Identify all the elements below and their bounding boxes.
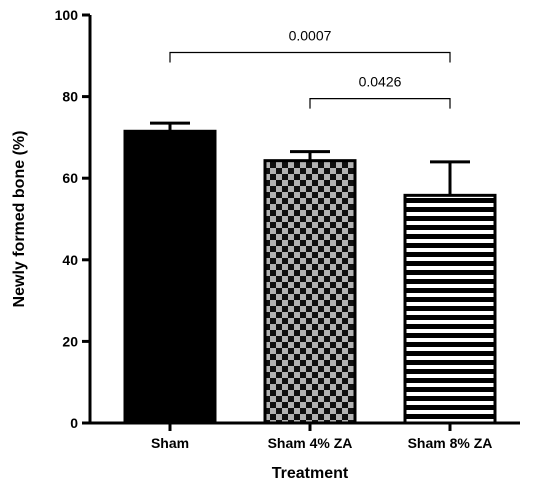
p-value-label: 0.0426	[359, 74, 402, 90]
x-tick-label: Sham 4% ZA	[268, 435, 353, 451]
bar-sham-8-za	[403, 193, 497, 425]
y-tick-label: 80	[62, 89, 78, 105]
p-value-label: 0.0007	[289, 28, 332, 44]
y-axis: 0 20 40 60 80 100	[55, 7, 92, 431]
error-bars-group	[150, 121, 470, 196]
bars-group	[123, 129, 497, 425]
y-tick-label: 40	[62, 252, 78, 268]
significance-brackets: 0.0007 0.0426	[169, 28, 451, 109]
significance-bracket	[309, 98, 451, 109]
bar-sham-4-za	[263, 159, 357, 425]
x-tick-label: Sham 8% ZA	[408, 435, 493, 451]
x-tick-label: Sham	[151, 435, 189, 451]
significance-bracket	[169, 51, 451, 63]
y-tick-label: 60	[62, 170, 78, 186]
x-axis-title: Treatment	[272, 465, 349, 482]
y-tick-label: 20	[62, 333, 78, 349]
y-tick-label: 0	[70, 415, 78, 431]
x-axis: Sham Sham 4% ZA Sham 8% ZA	[88, 421, 520, 451]
y-axis-title: Newly formed bone (%)	[11, 131, 28, 308]
bar-sham	[123, 129, 217, 425]
y-tick-label: 100	[55, 7, 79, 23]
